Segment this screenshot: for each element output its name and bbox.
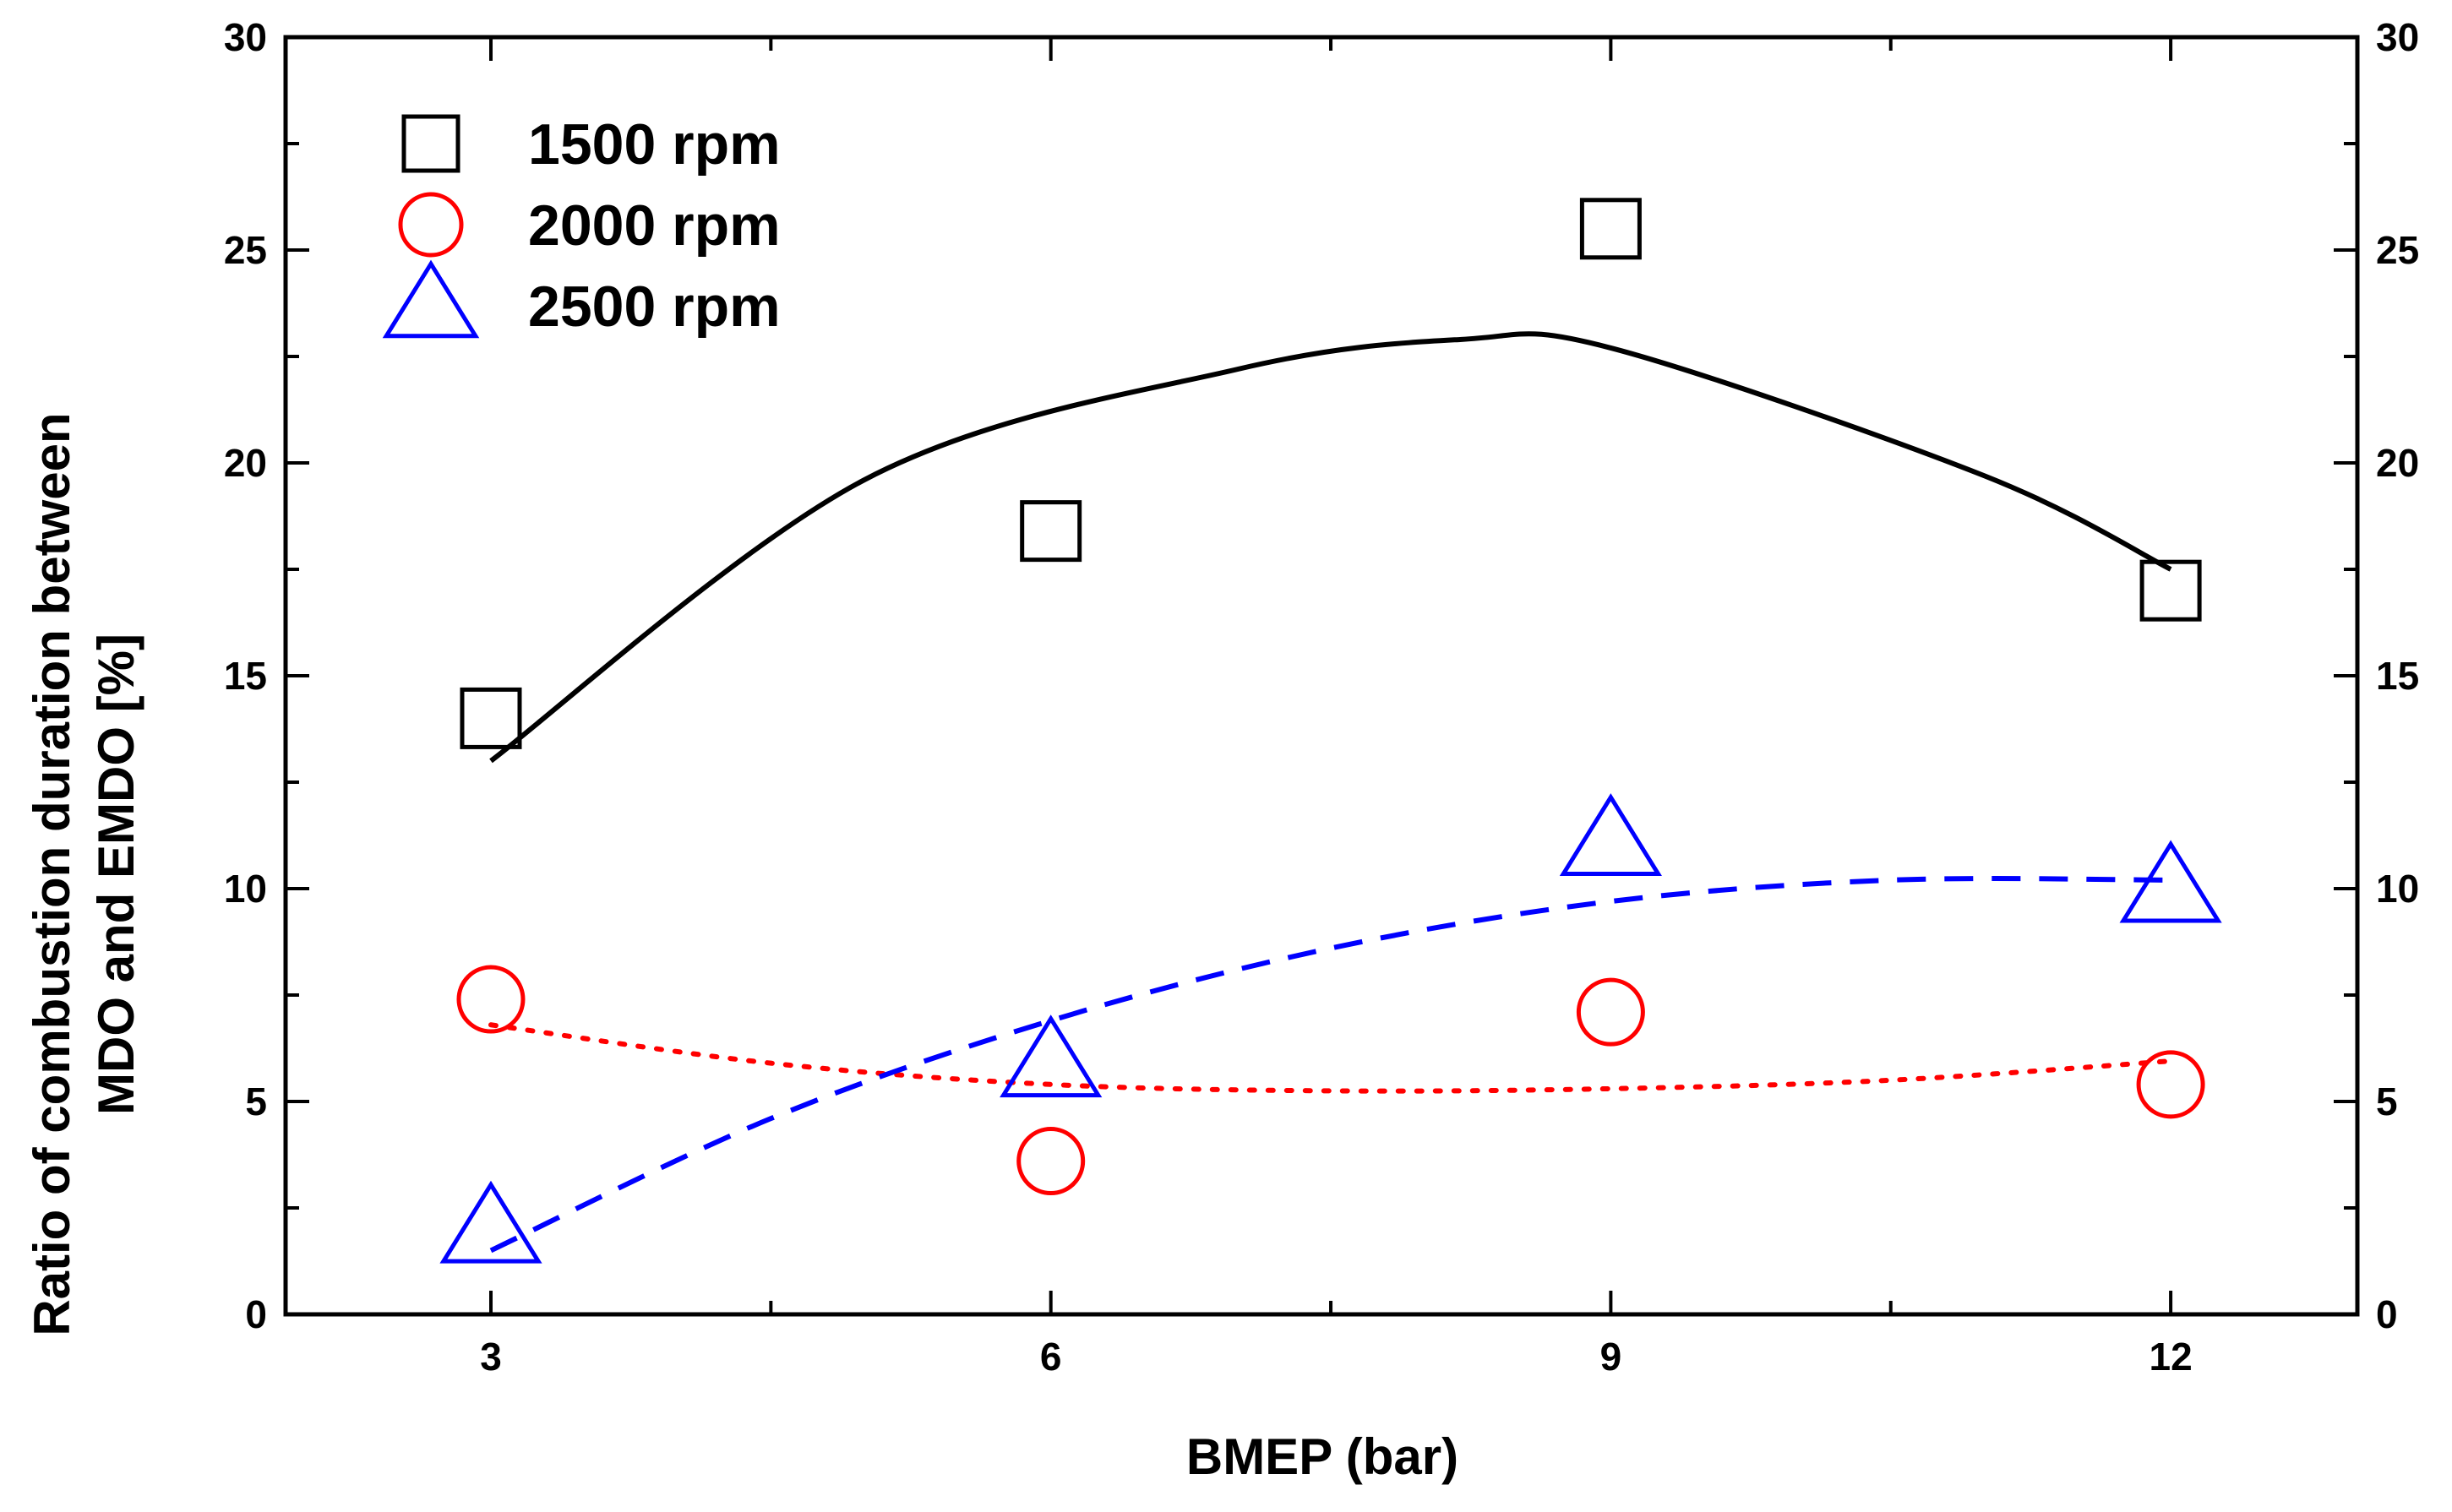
y-tick-label-right: 0 xyxy=(2376,1292,2398,1336)
y-tick-label-left: 10 xyxy=(224,867,267,911)
legend-label-2000-rpm: 2000 rpm xyxy=(528,193,781,258)
data-point-1500-rpm xyxy=(1579,198,1642,260)
fit-line-1500-rpm xyxy=(489,331,2172,764)
y-tick-label-left: 5 xyxy=(245,1080,267,1123)
data-point-2000-rpm xyxy=(456,965,526,1034)
legend-label-2500-rpm: 2500 rpm xyxy=(528,275,781,339)
fit-line-2500-rpm xyxy=(489,876,2171,1254)
data-point-2000-rpm xyxy=(2136,1050,2205,1119)
data-point-2500-rpm xyxy=(1559,793,1662,877)
legend-marker-2500-rpm xyxy=(382,259,480,339)
x-tick-label: 9 xyxy=(1600,1335,1622,1379)
x-tick-label: 3 xyxy=(480,1335,502,1379)
y-axis-title-line-1: Ratio of combustion duration between xyxy=(24,412,80,1335)
y-tick-label-left: 15 xyxy=(224,654,267,698)
data-point-1500-rpm xyxy=(460,687,522,749)
y-tick-label-right: 10 xyxy=(2376,867,2419,911)
data-point-2000-rpm xyxy=(1576,977,1645,1047)
data-point-2000-rpm xyxy=(1016,1127,1086,1196)
y-tick-label-left: 0 xyxy=(245,1292,267,1336)
x-tick-label: 12 xyxy=(2150,1335,2193,1379)
y-tick-label-right: 20 xyxy=(2376,441,2419,485)
y-tick-label-right: 5 xyxy=(2376,1080,2398,1123)
data-point-1500-rpm xyxy=(1020,500,1082,563)
data-point-2500-rpm xyxy=(439,1180,542,1264)
y-tick-label-right: 15 xyxy=(2376,654,2419,698)
y-tick-label-left: 30 xyxy=(224,15,267,59)
x-tick-label: 6 xyxy=(1040,1335,1062,1379)
legend-label-1500-rpm: 1500 rpm xyxy=(528,112,781,177)
y-tick-label-left: 20 xyxy=(224,441,267,485)
y-tick-label-left: 25 xyxy=(224,228,267,272)
y-axis-title-line-2: MDO and EMDO [%] xyxy=(88,634,144,1115)
x-axis-title: BMEP (bar) xyxy=(1186,1428,1458,1485)
data-point-2500-rpm xyxy=(1000,1014,1103,1098)
data-point-2500-rpm xyxy=(2119,840,2222,923)
legend-marker-1500-rpm xyxy=(401,114,460,173)
y-tick-label-right: 25 xyxy=(2376,228,2419,272)
fit-line-2000-rpm xyxy=(488,1022,2174,1094)
data-point-1500-rpm xyxy=(2139,559,2202,622)
legend: 1500 rpm 2000 rpm 2500 rpm xyxy=(382,112,781,339)
legend-marker-2000-rpm xyxy=(398,192,464,258)
y-tick-label-right: 30 xyxy=(2376,15,2419,59)
